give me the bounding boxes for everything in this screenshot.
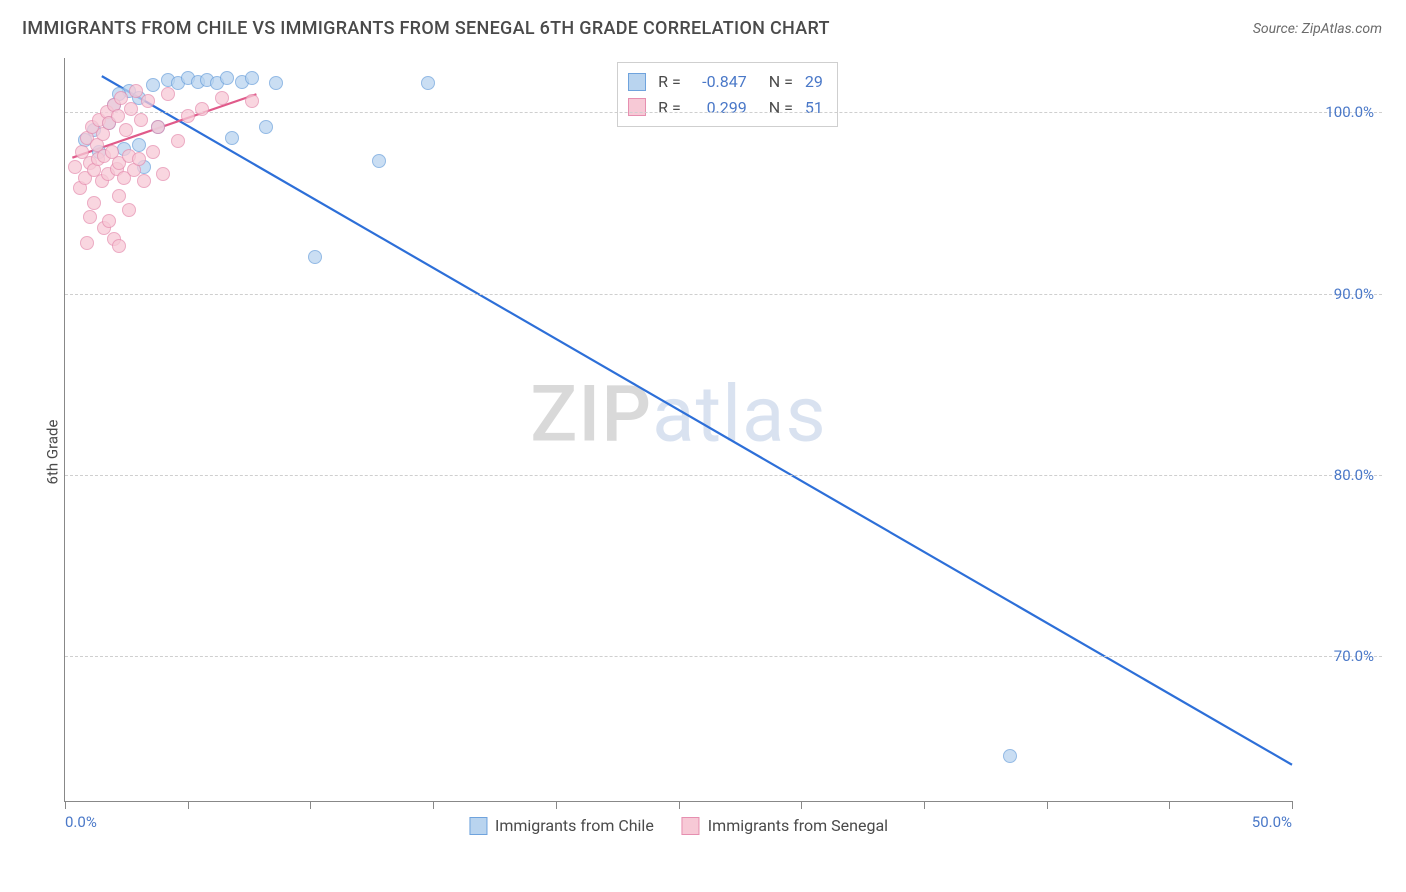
data-point [421,76,435,90]
data-point [134,113,148,127]
data-point [119,123,133,137]
data-point [112,239,126,253]
n-value: 51 [805,95,823,121]
data-point [220,71,234,85]
y-tick-label: 100.0% [1325,103,1374,121]
data-point [102,214,116,228]
r-label: R = [658,69,681,95]
data-point [146,145,160,159]
x-tick [1169,801,1170,809]
stats-legend: R = -0.847 N = 29 R = 0.299 N = 51 [617,62,838,127]
data-point [151,120,165,134]
data-point [83,210,97,224]
r-value: -0.847 [689,69,747,95]
chart-container: 6th Grade ZIPatlas R =-0.847N =29R =0.29… [22,50,1382,854]
r-label: R = [658,95,681,121]
x-tick [801,801,802,809]
x-tick [310,801,311,809]
data-point [111,109,125,123]
gridline [65,294,1382,295]
plot-area: ZIPatlas R =-0.847N =29R =0.299N =51 Imm… [64,58,1292,802]
data-point [308,250,322,264]
legend-swatch [682,817,700,835]
data-point [80,236,94,250]
y-tick-label: 90.0% [1334,285,1374,303]
legend-swatch [469,817,487,835]
x-tick [679,801,680,809]
legend-label: Immigrants from Chile [495,816,654,835]
data-point [1003,749,1017,763]
legend-item: Immigrants from Chile [469,816,654,835]
data-point [225,131,239,145]
data-point [146,78,160,92]
legend-swatch [628,73,646,91]
regression-line [102,76,1292,765]
regression-lines [65,58,1292,801]
y-tick-label: 70.0% [1334,647,1374,665]
y-axis-label: 6th Grade [43,420,61,485]
y-tick-label: 80.0% [1334,466,1374,484]
n-label: N = [769,69,793,95]
x-tick [188,801,189,809]
data-point [259,120,273,134]
x-tick [556,801,557,809]
gridline [65,112,1382,113]
data-point [112,189,126,203]
x-tick [65,801,66,809]
data-point [195,102,209,116]
gridline [65,656,1382,657]
chart-title: IMMIGRANTS FROM CHILE VS IMMIGRANTS FROM… [22,18,830,39]
x-tick [924,801,925,809]
r-value: 0.299 [689,95,747,121]
data-point [245,71,259,85]
data-point [215,91,229,105]
legend-item: Immigrants from Senegal [682,816,888,835]
data-point [137,174,151,188]
stats-legend-row: R = -0.847 N = 29 [628,69,823,95]
x-tick [1292,801,1293,809]
x-tick-min: 0.0% [65,813,97,831]
legend-swatch [628,98,646,116]
data-point [156,167,170,181]
series-legend: Immigrants from Chile Immigrants from Sen… [469,816,888,835]
x-tick [433,801,434,809]
data-point [245,94,259,108]
data-point [129,84,143,98]
legend-label: Immigrants from Senegal [708,816,888,835]
n-label: N = [769,95,793,121]
data-point [132,152,146,166]
data-point [87,196,101,210]
source-label: Source: ZipAtlas.com [1253,21,1382,37]
x-tick-max: 50.0% [1252,813,1292,831]
data-point [141,94,155,108]
data-point [161,87,175,101]
data-point [171,134,185,148]
x-tick [1047,801,1048,809]
data-point [372,154,386,168]
gridline [65,475,1382,476]
n-value: 29 [805,69,823,95]
stats-legend-row: R = 0.299 N = 51 [628,95,823,121]
data-point [181,109,195,123]
data-point [269,76,283,90]
data-point [122,203,136,217]
